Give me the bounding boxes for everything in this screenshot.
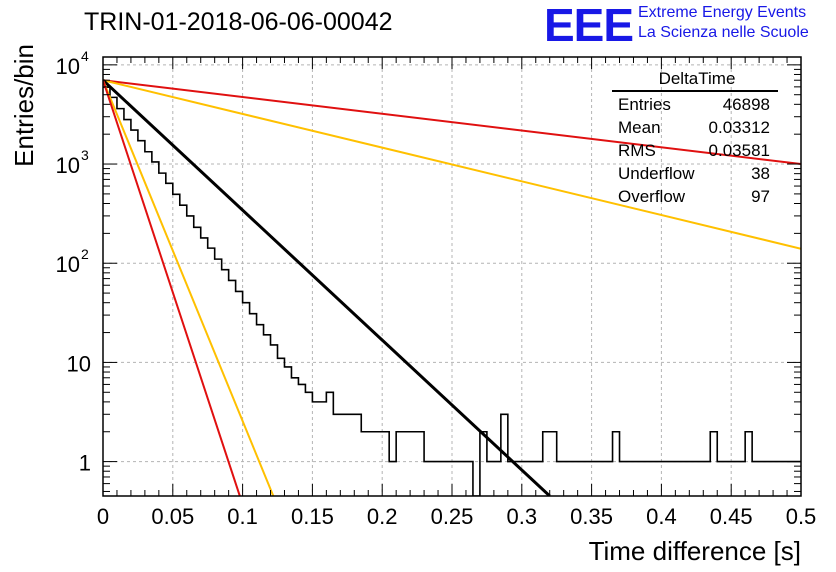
y-tick-label-exponent: 2 [81, 246, 89, 262]
y-tick-label-exponent: 3 [81, 147, 89, 163]
x-tick-label: 0.25 [431, 504, 474, 529]
logo-line-2: La Scienza nelle Scuole [638, 24, 809, 41]
x-tick-label: 0.45 [710, 504, 753, 529]
stats-row-entries: Entries 46898 [612, 93, 778, 116]
stats-label: RMS [618, 141, 656, 160]
plot-title: TRIN-01-2018-06-06-00042 [84, 8, 393, 36]
x-tick-label: 0.05 [151, 504, 194, 529]
x-tick-label: 0.5 [786, 504, 817, 529]
stats-row-rms: RMS 0.03581 [612, 139, 778, 162]
x-tick-label: 0.3 [507, 504, 538, 529]
y-tick-label: 10 [56, 252, 80, 277]
stats-row-mean: Mean 0.03312 [612, 116, 778, 139]
exponential-curve-orange-3 [103, 79, 275, 496]
histogram-deltatime [103, 86, 801, 496]
y-tick-label: 10 [56, 54, 80, 79]
logo-line-1: Extreme Energy Events [638, 4, 807, 21]
y-tick-label-exponent: 4 [81, 48, 89, 64]
stats-label: Overflow [618, 187, 686, 206]
x-tick-label: 0.4 [646, 504, 677, 529]
stats-row-overflow: Overflow 97 [612, 185, 778, 208]
exponential-curve-red-0 [103, 79, 801, 166]
stats-box: DeltaTime Entries 46898 Mean 0.03312 RMS… [612, 68, 778, 208]
stats-row-underflow: Underflow 38 [612, 162, 778, 185]
eee-logo-mark: EEE [544, 0, 634, 51]
exponential-curve-black-2 [103, 79, 551, 496]
stats-value: 38 [751, 164, 770, 183]
stats-label: Mean [618, 118, 661, 137]
stats-title: DeltaTime [658, 69, 736, 88]
x-tick-label: 0.15 [291, 504, 334, 529]
stats-value: 0.03581 [708, 141, 770, 160]
stats-divider [612, 90, 778, 92]
stats-value: 46898 [722, 95, 770, 114]
y-axis-title: Entries/bin [9, 44, 39, 167]
exponential-curve-orange-1 [103, 79, 801, 250]
exponential-curve-red-4 [103, 79, 241, 496]
x-tick-label: 0.35 [570, 504, 613, 529]
x-tick-label: 0.2 [367, 504, 398, 529]
y-tick-label: 10 [67, 351, 91, 376]
y-tick-label: 1 [79, 451, 91, 476]
y-tick-label: 10 [56, 153, 80, 178]
stats-value: 0.03312 [708, 118, 770, 137]
stats-label: Entries [618, 95, 671, 114]
stats-label: Underflow [618, 164, 695, 183]
x-tick-label: 0 [97, 504, 109, 529]
x-tick-label: 0.1 [227, 504, 258, 529]
stats-value: 97 [751, 187, 770, 206]
x-axis-title: Time difference [s] [589, 536, 801, 566]
